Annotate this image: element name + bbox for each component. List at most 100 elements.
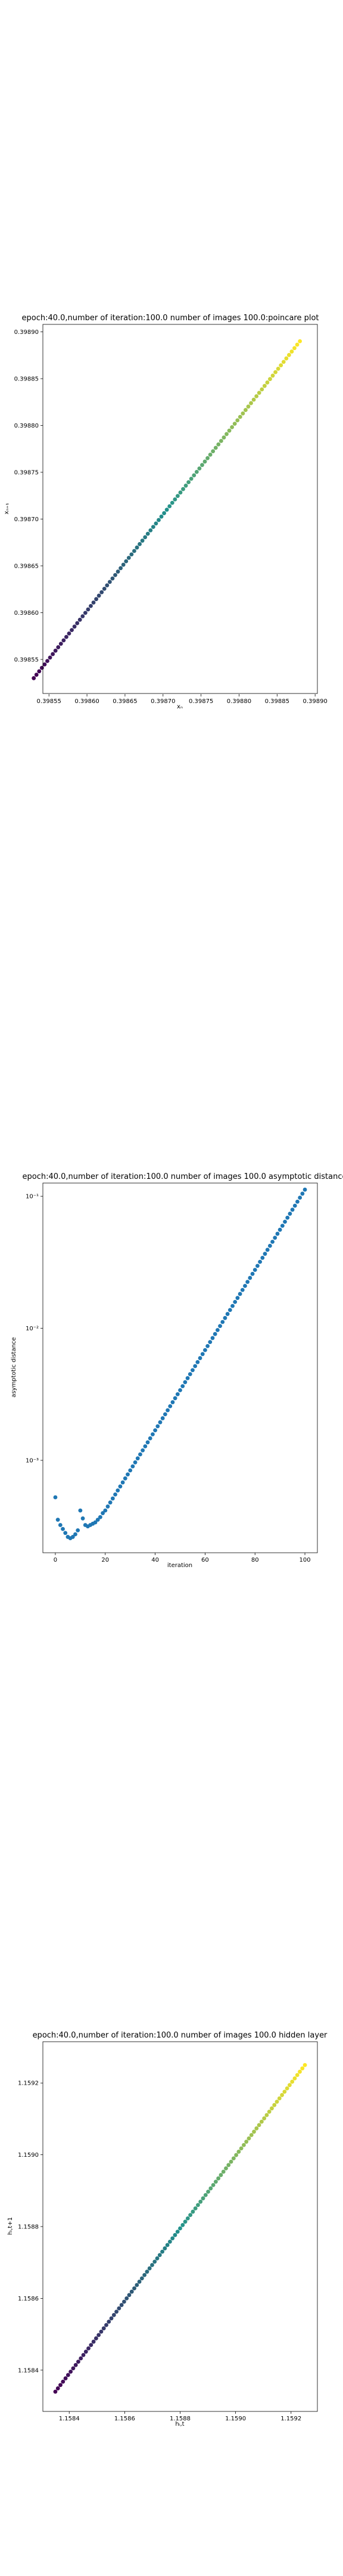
plot-frame [42,2041,318,2412]
data-point [48,655,52,660]
data-point [238,1292,242,1296]
data-point [211,2182,216,2187]
data-point [216,442,221,447]
data-point [141,1448,145,1453]
data-point [53,2389,58,2394]
data-point [292,1203,297,1208]
data-point [110,576,115,581]
data-point [72,624,77,629]
data-point [154,521,158,526]
data-point [285,2086,289,2091]
data-point [288,1212,292,1216]
data-point [77,617,82,622]
y-tick-label: 1.1590 [18,2152,39,2159]
data-point [86,607,91,612]
data-point [186,480,191,485]
data-point [249,401,253,405]
y-axis: 0.39855 0.39860 0.39865 0.39870 0.39875 0.398… [14,329,43,663]
data-point [267,1243,272,1248]
data-point [170,500,174,505]
data-point [181,487,185,491]
data-point [37,669,42,674]
data-point [53,1495,58,1500]
data-point [289,349,294,354]
data-point [175,494,180,499]
x-tick-label: 0.39855 [37,698,61,705]
data-point [287,2083,292,2088]
x-tick-label: 100 [299,1557,310,1563]
data-point [163,1412,167,1417]
hidden-layer-chart: epoch:40.0,number of iteration:100.0 num… [7,2031,328,2428]
data-point [126,1472,130,1477]
data-point [130,1464,135,1469]
data-point [122,2299,126,2304]
data-point [76,2360,80,2364]
data-point [83,2349,88,2354]
scatter-points [32,339,303,680]
data-point [95,1518,100,1522]
y-tick-label: 1.1588 [18,2224,39,2231]
data-point [55,1518,60,1522]
data-point [58,2383,63,2388]
data-point [135,545,139,550]
y-tick-label: 0.39865 [14,563,39,569]
data-point [238,414,242,419]
data-point [292,2076,297,2080]
data-point [275,1231,280,1236]
data-point [196,2203,200,2207]
data-point [205,456,210,460]
data-point [247,2136,251,2141]
data-point [63,2376,68,2380]
data-point [246,404,251,409]
data-point [89,2343,93,2348]
data-point [128,1468,133,1473]
data-point [283,1219,287,1224]
data-point [178,2226,182,2231]
data-point [273,1236,277,1240]
data-point [230,425,235,429]
data-point [119,566,123,571]
y-tick-label: 10⁻³ [26,1458,39,1465]
data-point [120,1480,125,1485]
data-point [124,559,129,564]
data-point [270,1240,275,1244]
data-point [79,2356,83,2361]
data-point [234,2153,238,2157]
data-point [160,2249,164,2254]
data-point [270,2106,274,2111]
data-point [93,1520,98,1525]
data-point [178,490,183,495]
data-point [51,652,55,657]
data-point [281,360,286,364]
data-point [298,1196,303,1200]
x-axis: 0 20 40 60 80 100 [54,1553,311,1563]
data-point [200,1352,205,1357]
data-point [198,2199,203,2204]
data-point [223,1315,227,1320]
data-point [268,377,272,382]
data-point [275,2100,279,2104]
data-point [91,600,96,605]
data-point [216,2176,221,2181]
data-point [105,583,110,588]
data-point [58,1523,63,1527]
data-point [137,2280,142,2284]
data-point [260,387,264,392]
data-point [185,1376,190,1380]
data-point [245,1280,250,1284]
data-point [224,432,229,436]
data-point [230,1304,235,1308]
data-point [61,638,66,643]
data-point [99,2329,104,2334]
data-point [173,497,177,501]
data-point [138,542,142,546]
scatter-points [53,2063,307,2394]
data-point [280,2093,284,2097]
data-point [83,611,88,615]
data-point [201,2196,205,2201]
data-point [104,2323,108,2327]
data-point [39,665,44,670]
data-point [170,1400,175,1404]
data-point [173,1396,177,1401]
data-point [202,459,207,464]
